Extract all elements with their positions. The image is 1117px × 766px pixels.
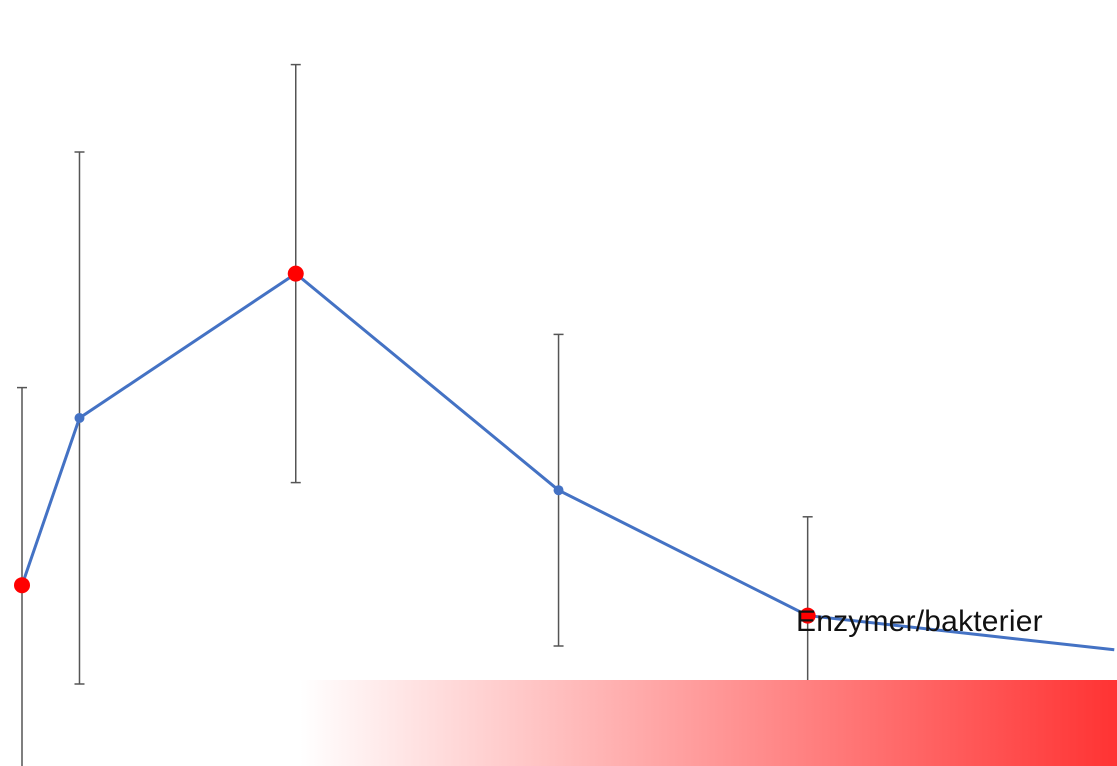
data-point-3 — [553, 485, 564, 496]
highlight-point-2 — [287, 265, 304, 282]
data-point-1 — [74, 413, 85, 423]
annotation-label: Enzymer/bakterier — [796, 605, 1043, 638]
highlight-point-4 — [799, 607, 816, 624]
error-bars — [17, 63, 813, 766]
highlight-point-0 — [14, 577, 30, 594]
gradient-band — [300, 680, 1117, 766]
series-line — [20, 271, 1115, 652]
data-markers — [14, 265, 816, 624]
